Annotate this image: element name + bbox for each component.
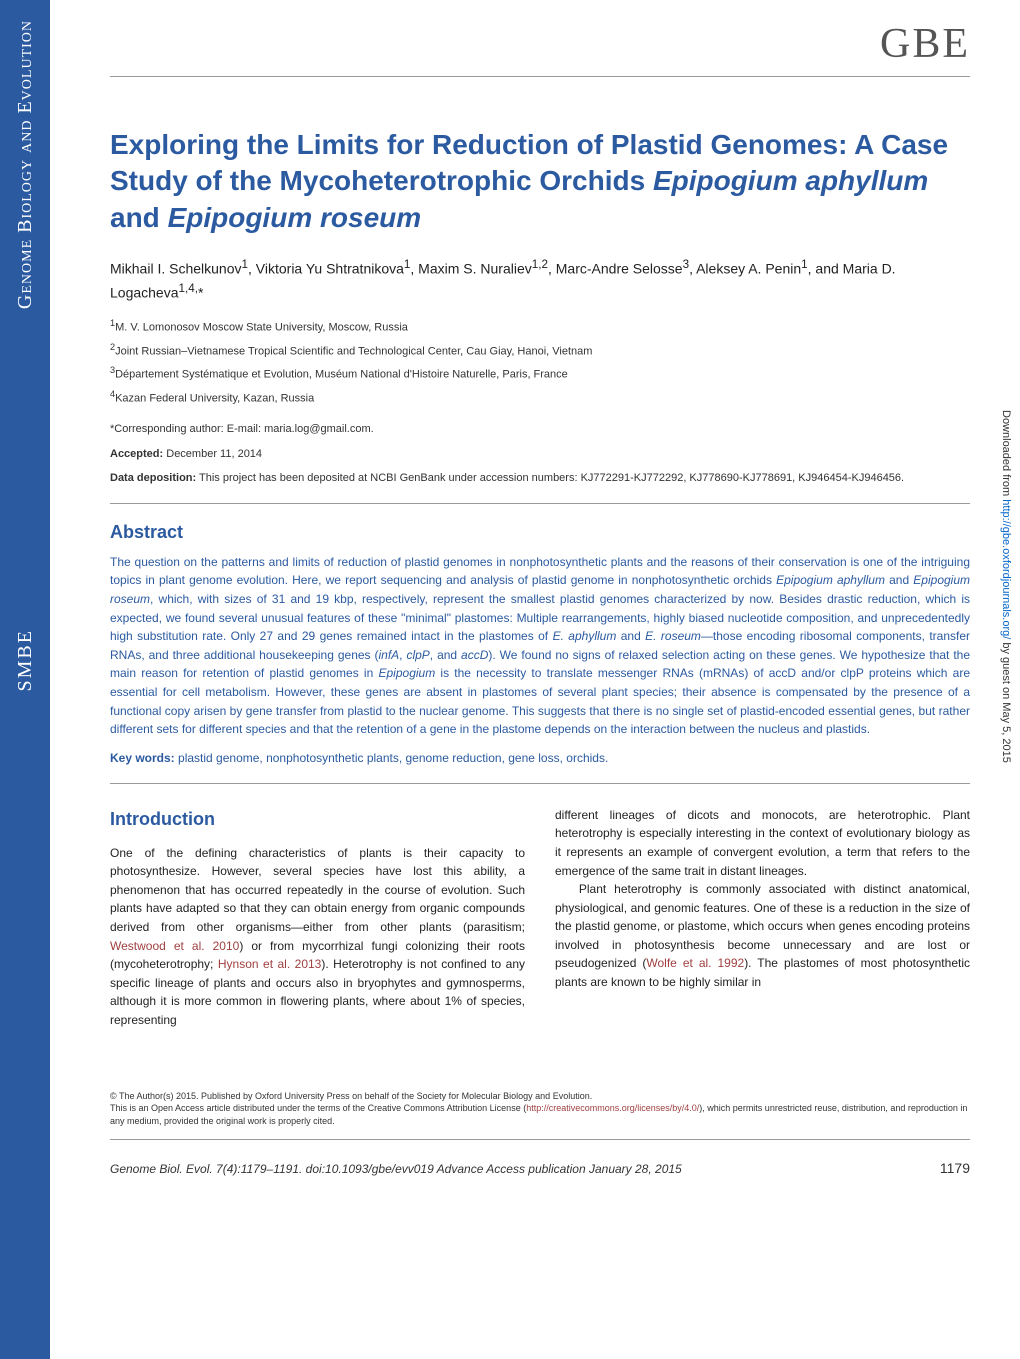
header-bar: GBE bbox=[110, 20, 970, 77]
affiliation-line: 2Joint Russian–Vietnamese Tropical Scien… bbox=[110, 339, 970, 362]
page-number: 1179 bbox=[940, 1160, 970, 1176]
intro-col-right: different lineages of dicots and monocot… bbox=[555, 806, 970, 1030]
download-prefix: Downloaded from bbox=[1000, 410, 1012, 499]
sidebar-society-name: SMBE bbox=[14, 629, 37, 691]
intro-col-left: Introduction One of the defining charact… bbox=[110, 806, 525, 1030]
title-text-2: and bbox=[110, 202, 168, 233]
abstract-heading: Abstract bbox=[110, 522, 970, 543]
intro-heading: Introduction bbox=[110, 806, 525, 834]
title-italic-1: Epipogium aphyllum bbox=[653, 165, 928, 196]
left-sidebar: Genome Biology and Evolution SMBE bbox=[0, 0, 50, 1359]
accepted-date: December 11, 2014 bbox=[163, 448, 262, 460]
download-suffix: by guest on May 5, 2015 bbox=[1000, 639, 1012, 763]
abstract-section: Abstract The question on the patterns an… bbox=[110, 503, 970, 784]
data-deposition-label: Data deposition: bbox=[110, 472, 196, 484]
data-deposition-line: Data deposition: This project has been d… bbox=[110, 470, 970, 487]
corresponding-author: *Corresponding author: E-mail: maria.log… bbox=[110, 421, 970, 438]
download-notice: Downloaded from http://gbe.oxfordjournal… bbox=[1000, 410, 1012, 763]
article-title: Exploring the Limits for Reduction of Pl… bbox=[110, 127, 970, 236]
citation-footer: Genome Biol. Evol. 7(4):1179–1191. doi:1… bbox=[110, 1160, 970, 1176]
authors-line: Mikhail I. Schelkunov1, Viktoria Yu Shtr… bbox=[110, 256, 970, 303]
journal-logo: GBE bbox=[880, 20, 970, 68]
download-link[interactable]: http://gbe.oxfordjournals.org/ bbox=[1000, 499, 1012, 639]
citation-text: Genome Biol. Evol. 7(4):1179–1191. doi:1… bbox=[110, 1162, 682, 1176]
affiliation-line: 1M. V. Lomonosov Moscow State University… bbox=[110, 315, 970, 338]
keywords-text: plastid genome, nonphotosynthetic plants… bbox=[175, 751, 609, 765]
keywords-label: Key words: bbox=[110, 751, 175, 765]
license-footer: © The Author(s) 2015. Published by Oxfor… bbox=[110, 1090, 970, 1141]
affiliation-line: 4Kazan Federal University, Kazan, Russia bbox=[110, 386, 970, 409]
affiliation-line: 3Département Systématique et Evolution, … bbox=[110, 362, 970, 385]
sidebar-journal-name: Genome Biology and Evolution bbox=[14, 20, 37, 309]
accepted-label: Accepted: bbox=[110, 448, 163, 460]
affiliations-block: 1M. V. Lomonosov Moscow State University… bbox=[110, 315, 970, 409]
accepted-line: Accepted: December 11, 2014 bbox=[110, 446, 970, 463]
intro-text-left: One of the defining characteristics of p… bbox=[110, 844, 525, 1030]
title-italic-2: Epipogium roseum bbox=[168, 202, 422, 233]
keywords-line: Key words: plastid genome, nonphotosynth… bbox=[110, 751, 970, 765]
abstract-text: The question on the patterns and limits … bbox=[110, 553, 970, 739]
data-deposition-text: This project has been deposited at NCBI … bbox=[196, 472, 904, 484]
main-content: GBE Exploring the Limits for Reduction o… bbox=[50, 0, 1020, 1196]
introduction-columns: Introduction One of the defining charact… bbox=[110, 806, 970, 1030]
